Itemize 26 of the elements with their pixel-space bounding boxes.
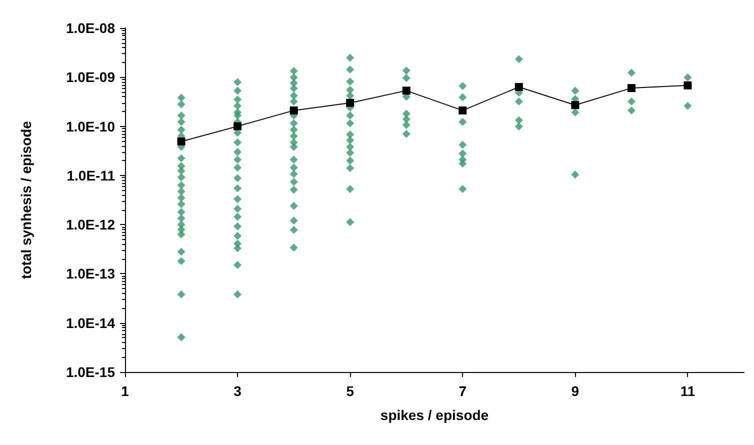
y-axis-title: total synhesis / episode bbox=[18, 120, 34, 279]
point bbox=[458, 106, 467, 114]
x-tick-label: 5 bbox=[346, 383, 354, 399]
point bbox=[627, 84, 636, 92]
x-tick-label: 11 bbox=[680, 383, 696, 399]
point bbox=[684, 81, 692, 90]
y-tick-label: 1.0E-12 bbox=[66, 216, 116, 233]
y-tick-label: 1.0E-10 bbox=[66, 118, 116, 134]
y-tick-label: 1.0E-09 bbox=[66, 69, 116, 86]
point bbox=[177, 138, 186, 146]
point bbox=[571, 101, 580, 110]
y-tick-label: 1.0E-14 bbox=[66, 314, 116, 331]
x-tick-label: 3 bbox=[234, 383, 242, 399]
y-tick-label: 1.0E-13 bbox=[66, 266, 116, 282]
x-tick-label: 1 bbox=[121, 383, 130, 399]
point bbox=[514, 83, 523, 92]
x-tick-label: 7 bbox=[458, 383, 467, 399]
point bbox=[402, 86, 410, 95]
point bbox=[290, 106, 298, 114]
point bbox=[346, 98, 354, 107]
y-tick-label: 1.0E-15 bbox=[66, 364, 116, 380]
y-tick-label: 1.0E-11 bbox=[66, 167, 116, 184]
x-axis-title: spikes / episode bbox=[380, 407, 489, 423]
x-tick-label: 9 bbox=[571, 383, 580, 399]
y-tick-label: 1.0E-08 bbox=[66, 20, 116, 36]
point bbox=[234, 122, 242, 130]
